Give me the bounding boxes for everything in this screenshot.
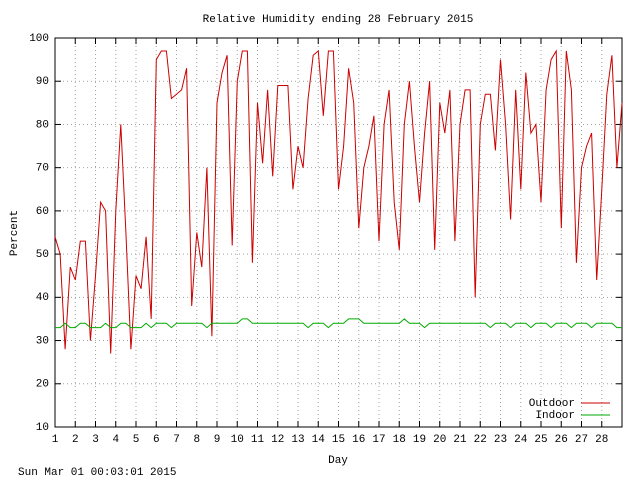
y-tick-label: 80 — [36, 119, 49, 131]
chart-title: Relative Humidity ending 28 February 201… — [203, 14, 474, 26]
y-axis-label: Percent — [9, 210, 21, 256]
x-tick-label: 22 — [474, 434, 487, 446]
x-tick-label: 16 — [352, 434, 365, 446]
x-tick-label: 12 — [271, 434, 284, 446]
data-line — [54, 49, 623, 354]
x-tick-label: 15 — [332, 434, 345, 446]
x-tick-label: 9 — [214, 434, 221, 446]
x-tick-label: 10 — [231, 434, 244, 446]
x-tick-label: 6 — [153, 434, 160, 446]
x-tick-label: 18 — [393, 434, 406, 446]
x-tick-label: 19 — [413, 434, 426, 446]
y-tick-label: 40 — [36, 292, 49, 304]
x-tick-label: 13 — [291, 434, 304, 446]
x-tick-label: 24 — [514, 434, 528, 446]
y-tick-label: 70 — [36, 163, 49, 175]
y-tick-label: 30 — [36, 335, 49, 347]
x-tick-label: 2 — [72, 434, 79, 446]
plot-border — [54, 37, 623, 428]
y-tick-label: 50 — [36, 249, 49, 261]
x-tick-label: 11 — [251, 434, 265, 446]
y-tick-label: 10 — [36, 422, 49, 434]
x-tick-label: 14 — [312, 434, 326, 446]
footer: Sun Mar 01 00:03:01 2015 — [18, 467, 176, 479]
x-tick-label: 20 — [433, 434, 446, 446]
x-tick-label: 17 — [372, 434, 385, 446]
x-tick-label: 25 — [534, 434, 547, 446]
x-tick-label: 5 — [133, 434, 140, 446]
x-axis-label: Day — [328, 455, 348, 467]
x-tick-label: 21 — [453, 434, 467, 446]
data-line — [55, 318, 622, 329]
x-tick-label: 1 — [52, 434, 59, 446]
x-tick-label: 7 — [173, 434, 180, 446]
y-tick-label: 60 — [36, 206, 49, 218]
legend-label: Indoor — [535, 410, 575, 422]
x-tick-label: 27 — [575, 434, 588, 446]
x-tick-label: 23 — [494, 434, 507, 446]
x-tick-label: 26 — [555, 434, 568, 446]
y-tick-label: 100 — [29, 33, 49, 45]
legend-label: Outdoor — [529, 398, 575, 410]
x-tick-label: 8 — [193, 434, 200, 446]
y-tick-label: 90 — [36, 76, 49, 88]
x-tick-label: 28 — [595, 434, 608, 446]
x-tick-label: 4 — [112, 434, 119, 446]
x-tick-label: 3 — [92, 434, 99, 446]
y-tick-label: 20 — [36, 379, 49, 391]
